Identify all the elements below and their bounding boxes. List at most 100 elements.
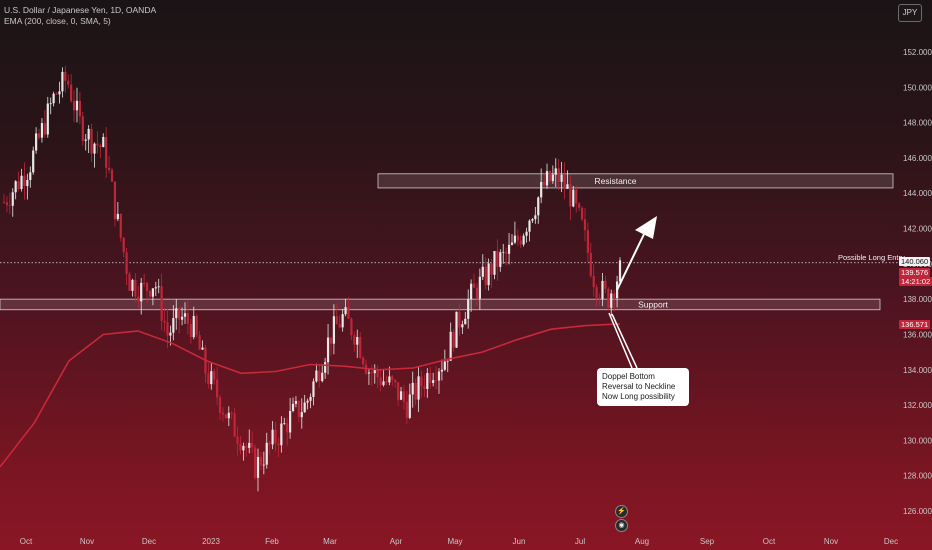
record-icon[interactable]: ◉ — [615, 519, 628, 532]
candles-group — [2, 65, 622, 492]
candle-body — [137, 296, 140, 302]
currency-button[interactable]: JPY — [898, 4, 922, 22]
candle-body — [388, 376, 391, 383]
candle-body — [189, 323, 192, 338]
candle-body — [107, 167, 111, 171]
candle-body — [595, 287, 598, 299]
candle-body — [391, 376, 394, 380]
candle-body — [414, 382, 417, 400]
candle-body — [554, 168, 557, 175]
time-tick-label: Sep — [700, 537, 715, 546]
candle-body — [253, 447, 257, 478]
candle-body — [350, 318, 353, 336]
candle-body — [467, 299, 470, 319]
candle-body — [286, 423, 289, 433]
candle-body — [297, 400, 300, 418]
candle-body — [303, 402, 306, 413]
candle-body — [321, 372, 324, 382]
candle-body — [300, 412, 303, 418]
candle-body — [245, 445, 248, 448]
indicator-title[interactable]: EMA (200, close, 0, SMA, 5) — [4, 16, 111, 26]
candle-body — [218, 397, 222, 413]
candle-body — [207, 373, 210, 385]
candle-body — [382, 381, 385, 386]
price-tick-label: 148.000 — [903, 119, 932, 128]
time-tick-label: Nov — [80, 537, 94, 546]
candle-body — [277, 443, 280, 446]
candle-body — [224, 414, 227, 419]
candle-body — [575, 189, 578, 204]
candle-body — [472, 283, 476, 288]
candle-body — [151, 288, 154, 297]
time-tick-label: Jul — [575, 537, 585, 546]
symbol-title[interactable]: U.S. Dollar / Japanese Yen, 1D, OANDA — [4, 5, 157, 15]
candle-body — [318, 370, 321, 382]
candle-body — [216, 379, 219, 398]
candle-body — [557, 168, 560, 182]
price-tick-label: 126.000 — [903, 507, 932, 516]
candle-body — [563, 174, 566, 189]
candle-body — [58, 91, 61, 95]
trend-arrow-head — [635, 216, 657, 239]
annotation-note[interactable]: Doppel Bottom Reversal to Neckline Now L… — [597, 368, 689, 406]
candle-body — [119, 213, 122, 238]
candle-body — [373, 369, 376, 374]
candle-body — [420, 376, 423, 387]
candle-body — [405, 401, 408, 418]
candle-body — [268, 442, 271, 445]
candle-body — [271, 429, 274, 445]
candle-body — [201, 347, 204, 350]
candle-body — [259, 456, 263, 466]
candle-body — [528, 220, 531, 232]
candle-body — [210, 371, 213, 385]
support-label: Support — [638, 299, 668, 309]
candle-body — [64, 71, 67, 81]
candle-body — [411, 382, 414, 395]
candle-body — [11, 192, 14, 206]
candle-body — [510, 242, 514, 245]
candle-body — [332, 316, 335, 344]
candle-body — [294, 400, 298, 404]
candle-body — [233, 413, 236, 437]
candle-body — [464, 318, 467, 325]
time-tick-label: Aug — [635, 537, 649, 546]
candle-body — [84, 139, 87, 141]
candle-body — [198, 335, 201, 350]
candle-body — [618, 260, 622, 282]
candle-body — [283, 423, 286, 425]
candle-body — [213, 371, 216, 380]
lightning-icon[interactable]: ⚡ — [615, 505, 628, 518]
candle-body — [499, 252, 502, 267]
candle-body — [397, 382, 400, 400]
time-tick-label: Apr — [390, 537, 403, 546]
entry-label[interactable]: Possible Long Entry — [838, 253, 905, 262]
candle-body — [429, 372, 432, 383]
note-pointer — [611, 313, 638, 369]
candle-body — [496, 251, 499, 267]
current-price-tag: 139.576 — [899, 268, 931, 277]
price-tick-label: 130.000 — [903, 436, 932, 445]
candle-body — [449, 331, 452, 361]
candle-body — [440, 369, 444, 372]
candle-body — [134, 279, 137, 297]
candle-body — [154, 287, 157, 289]
candle-body — [61, 71, 64, 92]
candle-body — [306, 400, 309, 403]
candle-body — [540, 181, 543, 198]
candle-body — [531, 219, 534, 221]
candle-body — [338, 324, 341, 328]
candle-body — [143, 282, 146, 284]
candle-body — [99, 145, 102, 147]
candle-body — [157, 286, 160, 288]
candle-body — [370, 372, 373, 374]
candle-body — [102, 136, 105, 147]
price-tick-label: 134.000 — [903, 366, 932, 375]
candle-body — [417, 376, 420, 400]
candle-body — [78, 100, 82, 117]
candle-body — [169, 332, 172, 336]
time-tick-label: Dec — [884, 537, 898, 546]
candle-body — [598, 298, 601, 299]
candle-body — [478, 276, 481, 299]
candle-body — [291, 403, 295, 412]
